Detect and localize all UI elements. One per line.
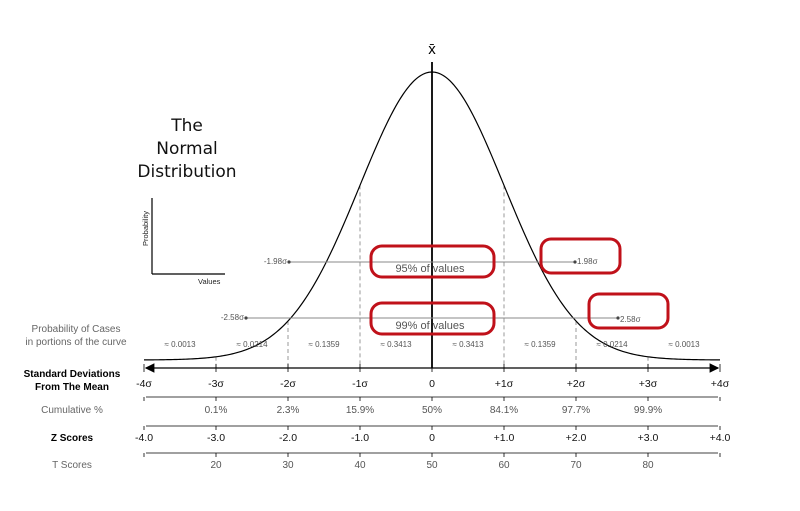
t-score-tick-label: 60	[498, 460, 510, 471]
interval-95-left-label: -1.98σ	[264, 257, 287, 266]
segment-probability-label: ≈ 0.1359	[524, 340, 556, 349]
probability-label-line-1: Probability of Cases	[32, 324, 121, 335]
interval-95-label: 95% of values	[395, 263, 465, 275]
sigma-tick-label: +1σ	[495, 378, 514, 390]
segment-probability-label: ≈ 0.1359	[308, 340, 340, 349]
cumulative-tick-label: 0.1%	[205, 405, 228, 416]
t-tick-labels: 20 30 40 50 60 70 80	[143, 453, 721, 471]
z-score-tick-label: -4.0	[135, 432, 153, 444]
cumulative-tick-label: 97.7%	[562, 405, 590, 416]
std-dev-label-line-2: From The Mean	[35, 382, 109, 393]
inset-xlabel: Values	[198, 277, 221, 286]
std-dev-label-line-1: Standard Deviations	[24, 369, 121, 380]
t-scores-label: T Scores	[52, 460, 92, 471]
sigma-tick-label: -1σ	[352, 378, 368, 390]
t-score-tick-label: 80	[642, 460, 654, 471]
t-score-tick-label: 20	[210, 460, 222, 471]
interval-95-highlight	[369, 244, 496, 279]
cumulative-tick-label: 50%	[422, 405, 442, 416]
title-line-2: Normal	[156, 139, 218, 159]
probability-label-line-2: in portions of the curve	[25, 337, 127, 348]
segment-probability-label: ≈ 0.0214	[596, 340, 628, 349]
z-score-tick-label: +4.0	[710, 432, 731, 444]
interval-95-right-label: 1.98σ	[577, 257, 598, 266]
cumulative-tick-labels: 0.1% 2.3% 15.9% 50% 84.1% 97.7% 99.9%	[143, 397, 721, 416]
title-line-1: The	[170, 116, 203, 136]
sigma-tick-label: -3σ	[208, 378, 224, 390]
z-score-tick-label: 0	[429, 432, 435, 444]
z-score-tick-label: -1.0	[351, 432, 369, 444]
sigma-tick-label: 0	[429, 378, 435, 390]
segment-probability-label: ≈ 0.0013	[164, 340, 196, 349]
interval-99-right-highlight	[587, 292, 670, 330]
sigma-tick-label: +4σ	[711, 378, 730, 390]
z-score-tick-label: +1.0	[494, 432, 515, 444]
mean-symbol: x̄	[428, 41, 436, 58]
cumulative-tick-label: 2.3%	[277, 405, 300, 416]
sigma-tick-labels: -4σ -3σ -2σ -1σ 0 +1σ +2σ +3σ +4σ	[136, 364, 730, 390]
z-scores-label: Z Scores	[51, 433, 94, 444]
sigma-tick-label: -2σ	[280, 378, 296, 390]
sigma-guide-lines	[215, 185, 649, 368]
cumulative-tick-label: 15.9%	[346, 405, 374, 416]
interval-99-left-label: -2.58σ	[221, 313, 244, 322]
segment-probability-label: ≈ 0.3413	[452, 340, 484, 349]
t-score-tick-label: 50	[426, 460, 438, 471]
z-score-tick-label: +2.0	[566, 432, 587, 444]
z-tick-labels: -4.0 -3.0 -2.0 -1.0 0 +1.0 +2.0 +3.0 +4.0	[135, 426, 731, 444]
interval-99-right-label: 2.58σ	[620, 315, 641, 324]
cumulative-label: Cumulative %	[41, 405, 103, 416]
segment-probability-label: ≈ 0.3413	[380, 340, 412, 349]
interval-99-highlight	[369, 301, 496, 336]
z-score-tick-label: +3.0	[638, 432, 659, 444]
cumulative-tick-label: 99.9%	[634, 405, 662, 416]
sigma-tick-label: -4σ	[136, 378, 152, 390]
sigma-tick-label: +2σ	[567, 378, 586, 390]
interval-95: -1.98σ 1.98σ 95% of values	[264, 237, 622, 279]
inset-ylabel: Probability	[141, 211, 150, 246]
segment-probability-label: ≈ 0.0013	[668, 340, 700, 349]
interval-95-right-highlight	[539, 237, 622, 275]
segment-probability-label: ≈ 0.0214	[236, 340, 268, 349]
sigma-tick-label: +3σ	[639, 378, 658, 390]
interval-99: -2.58σ 2.58σ 99% of values	[221, 292, 670, 336]
title-line-3: Distribution	[137, 162, 236, 182]
cumulative-tick-label: 84.1%	[490, 405, 518, 416]
t-score-tick-label: 30	[282, 460, 294, 471]
z-score-tick-label: -3.0	[207, 432, 225, 444]
t-score-tick-label: 40	[354, 460, 366, 471]
t-score-tick-label: 70	[570, 460, 582, 471]
segment-probabilities: ≈ 0.0013 ≈ 0.0214 ≈ 0.1359 ≈ 0.3413 ≈ 0.3413…	[164, 340, 700, 349]
interval-99-label: 99% of values	[395, 320, 465, 332]
inset-axes: Probability Values	[141, 198, 225, 286]
z-score-tick-label: -2.0	[279, 432, 297, 444]
